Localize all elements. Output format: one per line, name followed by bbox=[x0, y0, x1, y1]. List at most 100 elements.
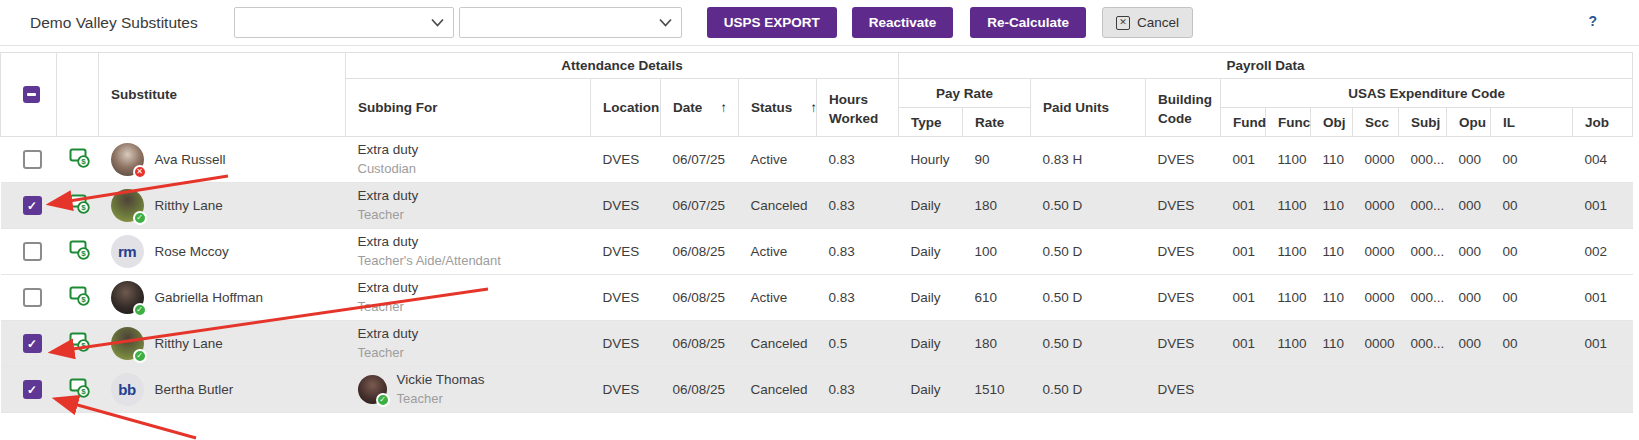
cell-pay-rate: 90 bbox=[963, 137, 1031, 183]
cell-pay-type: Hourly bbox=[899, 137, 963, 183]
payroll-icon[interactable]: $ bbox=[69, 240, 91, 264]
substitute-name: Rose Mccoy bbox=[155, 244, 229, 259]
cell-opu: 000 bbox=[1447, 321, 1491, 367]
payroll-icon[interactable]: $ bbox=[69, 286, 91, 310]
row-checkbox[interactable]: ✓ bbox=[23, 380, 42, 399]
group-header-payroll-data: Payroll Data bbox=[899, 53, 1633, 79]
svg-text:$: $ bbox=[81, 295, 86, 304]
row-checkbox[interactable] bbox=[23, 288, 42, 307]
reactivate-button[interactable]: Reactivate bbox=[852, 7, 954, 38]
cell-func: 1100 bbox=[1266, 137, 1311, 183]
usps-export-button[interactable]: USPS EXPORT bbox=[707, 7, 837, 38]
subbing-for-line2: Custodian bbox=[358, 160, 419, 179]
cell-pay-type: Daily bbox=[899, 183, 963, 229]
row-checkbox[interactable] bbox=[23, 242, 42, 261]
cell-status: Canceled bbox=[739, 367, 817, 413]
cell-date: 06/07/25 bbox=[661, 137, 739, 183]
table-row[interactable]: ✓ $ ✓ Ritthy Lane Extra duty Teacher bbox=[1, 321, 1633, 367]
payroll-icon[interactable]: $ bbox=[69, 332, 91, 356]
substitute-avatar: ✓ bbox=[111, 281, 144, 314]
substitute-avatar: ✓ bbox=[111, 189, 144, 222]
substitute-avatar: ✕ bbox=[111, 143, 144, 176]
cell-il: 00 bbox=[1491, 229, 1573, 275]
column-header-date[interactable]: Date↑ bbox=[661, 79, 739, 137]
cell-paid-units: 0.50 D bbox=[1031, 229, 1146, 275]
cell-opu: 000 bbox=[1447, 183, 1491, 229]
table-row[interactable]: ✓ $ ✓ Ritthy Lane Extra duty Teacher bbox=[1, 183, 1633, 229]
cell-pay-rate: 1510 bbox=[963, 367, 1031, 413]
subbing-for-avatar: ✓ bbox=[358, 375, 387, 404]
cell-job: 001 bbox=[1573, 183, 1633, 229]
subbing-for-line1: Extra duty bbox=[358, 278, 419, 298]
cell-date: 06/07/25 bbox=[661, 183, 739, 229]
cell-il: 00 bbox=[1491, 321, 1573, 367]
cell-scc: 0000 bbox=[1353, 321, 1399, 367]
cell-subj: 000... bbox=[1399, 321, 1447, 367]
cancel-button[interactable]: ✕ Cancel bbox=[1102, 7, 1193, 38]
substitute-name: Ritthy Lane bbox=[155, 336, 223, 351]
subbing-for-line2: Teacher bbox=[358, 344, 419, 363]
row-checkbox[interactable]: ✓ bbox=[23, 196, 42, 215]
cell-paid-units: 0.83 H bbox=[1031, 137, 1146, 183]
column-header-scc: Scc bbox=[1353, 108, 1399, 137]
substitute-avatar: rm bbox=[111, 235, 144, 268]
cell-location: DVES bbox=[591, 367, 661, 413]
cell-opu: 000 bbox=[1447, 137, 1491, 183]
cell-job: 002 bbox=[1573, 229, 1633, 275]
cell-pay-rate: 180 bbox=[963, 321, 1031, 367]
chevron-down-icon bbox=[659, 18, 672, 27]
column-header-subbing-for: Subbing For bbox=[346, 79, 591, 137]
cell-building-code: DVES bbox=[1146, 229, 1221, 275]
cell-fund: 001 bbox=[1221, 183, 1266, 229]
substitute-name: Ava Russell bbox=[155, 152, 226, 167]
cell-building-code: DVES bbox=[1146, 275, 1221, 321]
payroll-icon[interactable]: $ bbox=[69, 378, 91, 402]
cell-il bbox=[1491, 367, 1573, 413]
cell-obj: 110 bbox=[1311, 137, 1353, 183]
recalculate-button[interactable]: Re-Calculate bbox=[970, 7, 1086, 38]
cell-hours-worked: 0.83 bbox=[817, 137, 899, 183]
cell-fund: 001 bbox=[1221, 229, 1266, 275]
payroll-icon[interactable]: $ bbox=[69, 148, 91, 172]
subbing-for-line1: Extra duty bbox=[358, 140, 419, 160]
group-header-attendance-details: Attendance Details bbox=[346, 53, 899, 79]
table-row[interactable]: ✓ $ bb Bertha Butler ✓ Vickie Thomas Tea… bbox=[1, 367, 1633, 413]
table-row[interactable]: $ ✓ Gabriella Hoffman Extra duty Teacher… bbox=[1, 275, 1633, 321]
status-header-label: Status bbox=[751, 100, 792, 115]
substitute-records-page: Demo Valley Substitutes USPS EXPORT Reac… bbox=[0, 0, 1639, 413]
table-row[interactable]: $ ✕ Ava Russell Extra duty Custodian DVE… bbox=[1, 137, 1633, 183]
row-checkbox[interactable] bbox=[23, 150, 42, 169]
cell-fund bbox=[1221, 367, 1266, 413]
toolbar: Demo Valley Substitutes USPS EXPORT Reac… bbox=[0, 0, 1639, 46]
column-header-status[interactable]: Status↑ bbox=[739, 79, 817, 137]
cell-obj: 110 bbox=[1311, 183, 1353, 229]
cell-il: 00 bbox=[1491, 137, 1573, 183]
cell-scc: 0000 bbox=[1353, 229, 1399, 275]
cell-paid-units: 0.50 D bbox=[1031, 275, 1146, 321]
filter-dropdown-1[interactable] bbox=[234, 7, 454, 38]
cell-func: 1100 bbox=[1266, 321, 1311, 367]
help-button[interactable]: ? bbox=[1588, 13, 1597, 29]
table-header: Substitute Attendance Details Payroll Da… bbox=[1, 53, 1633, 137]
substitute-avatar: ✓ bbox=[111, 327, 144, 360]
table-row[interactable]: $ rm Rose Mccoy Extra duty Teacher's Aid… bbox=[1, 229, 1633, 275]
row-checkbox[interactable]: ✓ bbox=[23, 334, 42, 353]
cell-obj bbox=[1311, 367, 1353, 413]
cell-scc bbox=[1353, 367, 1399, 413]
column-header-building-code: Building Code bbox=[1146, 79, 1221, 137]
cell-hours-worked: 0.83 bbox=[817, 229, 899, 275]
table-body: $ ✕ Ava Russell Extra duty Custodian DVE… bbox=[1, 137, 1633, 413]
payroll-icon[interactable]: $ bbox=[69, 194, 91, 218]
select-all-checkbox[interactable] bbox=[23, 86, 40, 103]
cell-func: 1100 bbox=[1266, 229, 1311, 275]
cell-pay-rate: 100 bbox=[963, 229, 1031, 275]
cell-job: 001 bbox=[1573, 275, 1633, 321]
cell-location: DVES bbox=[591, 137, 661, 183]
cell-building-code: DVES bbox=[1146, 367, 1221, 413]
filter-dropdown-2[interactable] bbox=[459, 7, 682, 38]
cell-subj: 000... bbox=[1399, 229, 1447, 275]
cell-subj bbox=[1399, 367, 1447, 413]
cell-func bbox=[1266, 367, 1311, 413]
substitute-name: Gabriella Hoffman bbox=[155, 290, 264, 305]
cell-obj: 110 bbox=[1311, 275, 1353, 321]
